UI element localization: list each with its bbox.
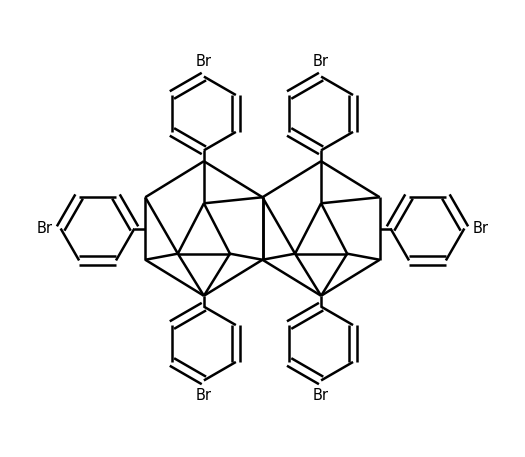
- Text: Br: Br: [313, 54, 329, 69]
- Text: Br: Br: [37, 221, 53, 236]
- Text: Br: Br: [196, 54, 212, 69]
- Text: Br: Br: [196, 388, 212, 403]
- Text: Br: Br: [472, 221, 488, 236]
- Text: Br: Br: [313, 388, 329, 403]
